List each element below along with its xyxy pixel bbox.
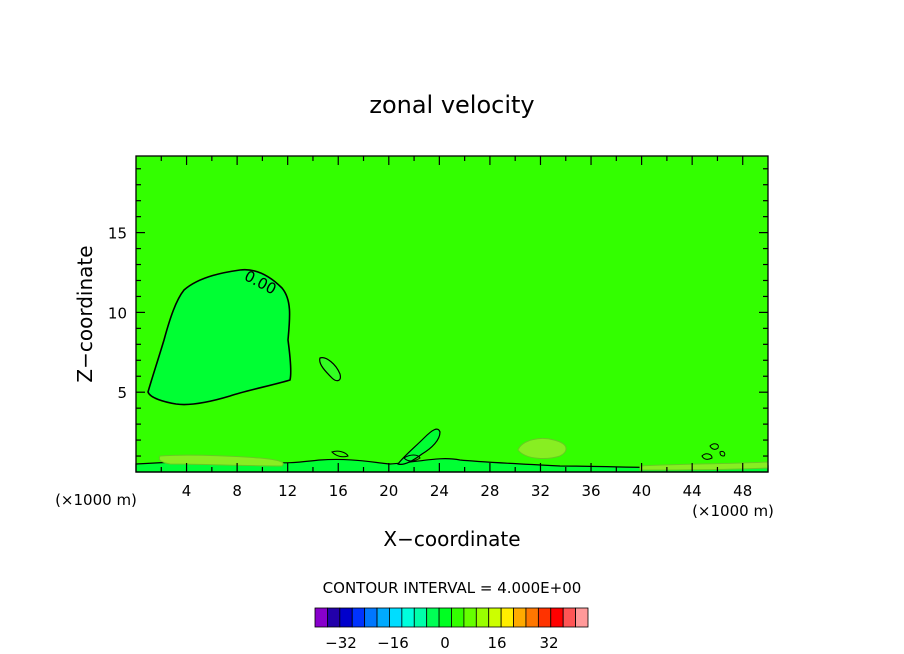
x-tick-label: 24 <box>430 482 449 500</box>
tiny-contour <box>709 443 719 450</box>
x-tick-label: 48 <box>733 482 752 500</box>
y-tick-label: 5 <box>117 384 127 402</box>
y-axis-ticks <box>136 168 768 457</box>
colorbar-swatch <box>500 607 514 628</box>
colorbar-swatch <box>314 607 328 628</box>
chart-title: zonal velocity <box>369 91 534 119</box>
colorbar-swatch <box>463 607 477 628</box>
x-tick-label: 20 <box>379 482 398 500</box>
colorbar-swatch <box>550 607 564 628</box>
x-axis-tick-labels: 4 8 12 16 20 24 28 32 36 40 44 48 <box>182 482 752 500</box>
colorbar-swatch <box>351 607 366 628</box>
colorbar-tick-label: −32 <box>325 634 357 652</box>
colorbar <box>314 607 589 628</box>
colorbar-swatch <box>513 607 527 628</box>
x-tick-label: 8 <box>232 482 242 500</box>
colorbar-tick-label: −16 <box>377 634 409 652</box>
tiny-contour <box>701 453 713 460</box>
y-tick-label: 15 <box>108 225 127 243</box>
colorbar-labels: −32 −16 0 16 32 <box>325 634 558 652</box>
colorbar-swatch <box>401 607 415 628</box>
colorbar-swatch <box>451 607 465 628</box>
colorbar-swatch <box>389 607 403 628</box>
colorbar-swatch <box>488 607 502 628</box>
x-tick-label: 16 <box>329 482 348 500</box>
x-tick-label: 40 <box>632 482 651 500</box>
y-axis-label: Z−coordinate <box>73 245 97 382</box>
x-tick-label: 44 <box>683 482 702 500</box>
tiny-contour <box>331 450 349 458</box>
colorbar-tick-label: 32 <box>539 634 558 652</box>
x-tick-label: 36 <box>581 482 600 500</box>
colorbar-swatch <box>525 607 539 628</box>
x-tick-label: 32 <box>531 482 550 500</box>
x-axis-ticks <box>160 156 744 472</box>
x-units-left: (×1000 m) <box>55 491 137 509</box>
x-units-right: (×1000 m) <box>692 502 774 520</box>
colorbar-swatch <box>475 607 490 628</box>
colorbar-swatch <box>575 607 589 628</box>
x-tick-label: 28 <box>480 482 499 500</box>
colorbar-swatch <box>413 607 428 628</box>
x-tick-label: 4 <box>182 482 192 500</box>
x-axis-label: X−coordinate <box>383 527 520 551</box>
plot-area: 0.00 <box>135 155 769 473</box>
colorbar-tick-label: 0 <box>440 634 450 652</box>
colorbar-swatch <box>364 607 378 628</box>
colorbar-swatch <box>438 607 452 628</box>
colorbar-swatch <box>376 607 390 628</box>
colorbar-swatch <box>339 607 353 628</box>
tiny-contour <box>719 451 726 457</box>
small-blob-region <box>319 357 341 382</box>
colorbar-swatch <box>327 607 341 628</box>
colorbar-tick-label: 16 <box>487 634 506 652</box>
negative-core-region <box>147 268 292 406</box>
tiny-contour <box>403 454 421 462</box>
colorbar-swatch <box>562 607 576 628</box>
plot-frame <box>135 155 769 473</box>
colorbar-swatch <box>537 607 552 628</box>
lower-band-region <box>158 454 284 467</box>
positive-patch-region <box>517 437 567 459</box>
x-tick-label: 12 <box>278 482 297 500</box>
y-tick-label: 10 <box>108 304 127 322</box>
colorbar-swatch <box>426 607 440 628</box>
y-axis-tick-labels: 5 10 15 <box>108 225 127 403</box>
contour-interval-text: CONTOUR INTERVAL = 4.000E+00 <box>323 579 582 597</box>
